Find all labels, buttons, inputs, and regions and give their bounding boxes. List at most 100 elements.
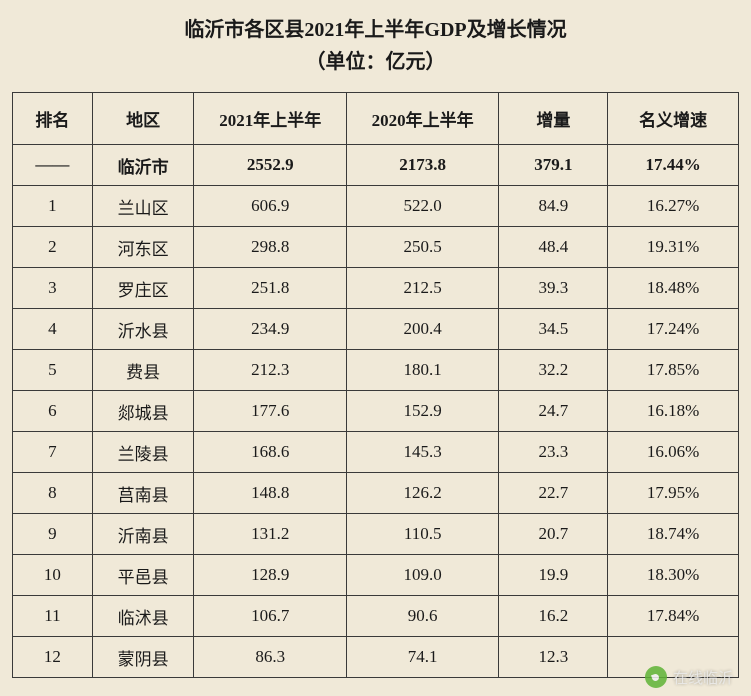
cell-inc: 19.9	[499, 555, 608, 596]
cell-2021: 177.6	[194, 391, 346, 432]
cell-rank: 5	[13, 350, 93, 391]
cell-2021: 2552.9	[194, 145, 346, 186]
cell-rank: 12	[13, 637, 93, 678]
cell-rate: 18.74%	[608, 514, 739, 555]
cell-inc: 39.3	[499, 268, 608, 309]
cell-rate: 16.06%	[608, 432, 739, 473]
table-header-row: 排名 地区 2021年上半年 2020年上半年 增量 名义增速	[13, 93, 739, 145]
cell-rate: 19.31%	[608, 227, 739, 268]
cell-rate: 16.18%	[608, 391, 739, 432]
table-row: 9沂南县131.2110.520.718.74%	[13, 514, 739, 555]
table-row: 11临沭县106.790.616.217.84%	[13, 596, 739, 637]
cell-rank: 3	[13, 268, 93, 309]
cell-inc: 20.7	[499, 514, 608, 555]
cell-rank: 4	[13, 309, 93, 350]
cell-region: 费县	[92, 350, 194, 391]
cell-region: 蒙阴县	[92, 637, 194, 678]
col-header-region: 地区	[92, 93, 194, 145]
cell-region: 沂水县	[92, 309, 194, 350]
cell-region: 罗庄区	[92, 268, 194, 309]
watermark: 在线临沂	[645, 666, 733, 688]
cell-region: 临沭县	[92, 596, 194, 637]
cell-rate: 18.30%	[608, 555, 739, 596]
col-header-rate: 名义增速	[608, 93, 739, 145]
table-body: —— 临沂市 2552.9 2173.8 379.1 17.44% 1兰山区60…	[13, 145, 739, 678]
cell-2021: 606.9	[194, 186, 346, 227]
table-total-row: —— 临沂市 2552.9 2173.8 379.1 17.44%	[13, 145, 739, 186]
title-block: 临沂市各区县2021年上半年GDP及增长情况 （单位：亿元）	[12, 14, 739, 78]
cell-rank: 8	[13, 473, 93, 514]
cell-region: 郯城县	[92, 391, 194, 432]
cell-2020: 110.5	[346, 514, 498, 555]
cell-rank: 2	[13, 227, 93, 268]
gdp-table: 排名 地区 2021年上半年 2020年上半年 增量 名义增速 —— 临沂市 2…	[12, 92, 739, 678]
cell-2021: 251.8	[194, 268, 346, 309]
title-line-2: （单位：亿元）	[12, 46, 739, 78]
cell-rank: ——	[13, 145, 93, 186]
cell-region: 平邑县	[92, 555, 194, 596]
cell-2021: 212.3	[194, 350, 346, 391]
cell-inc: 23.3	[499, 432, 608, 473]
table-row: 10平邑县128.9109.019.918.30%	[13, 555, 739, 596]
cell-2020: 200.4	[346, 309, 498, 350]
cell-inc: 12.3	[499, 637, 608, 678]
cell-inc: 32.2	[499, 350, 608, 391]
cell-2021: 128.9	[194, 555, 346, 596]
cell-2020: 126.2	[346, 473, 498, 514]
cell-rank: 9	[13, 514, 93, 555]
table-row: 1兰山区606.9522.084.916.27%	[13, 186, 739, 227]
cell-rate: 16.27%	[608, 186, 739, 227]
cell-2020: 145.3	[346, 432, 498, 473]
cell-inc: 379.1	[499, 145, 608, 186]
cell-rate: 17.84%	[608, 596, 739, 637]
cell-2020: 180.1	[346, 350, 498, 391]
cell-rank: 10	[13, 555, 93, 596]
cell-2020: 109.0	[346, 555, 498, 596]
cell-inc: 24.7	[499, 391, 608, 432]
cell-region: 河东区	[92, 227, 194, 268]
cell-rate: 17.44%	[608, 145, 739, 186]
watermark-text: 在线临沂	[673, 667, 733, 688]
cell-rank: 7	[13, 432, 93, 473]
cell-2020: 2173.8	[346, 145, 498, 186]
title-line-1: 临沂市各区县2021年上半年GDP及增长情况	[12, 14, 739, 46]
cell-2020: 152.9	[346, 391, 498, 432]
cell-inc: 22.7	[499, 473, 608, 514]
cell-inc: 34.5	[499, 309, 608, 350]
col-header-inc: 增量	[499, 93, 608, 145]
table-row: 12蒙阴县86.374.112.3	[13, 637, 739, 678]
table-row: 4沂水县234.9200.434.517.24%	[13, 309, 739, 350]
cell-2021: 86.3	[194, 637, 346, 678]
table-row: 6郯城县177.6152.924.716.18%	[13, 391, 739, 432]
cell-2020: 74.1	[346, 637, 498, 678]
wechat-icon	[645, 666, 667, 688]
cell-rate: 17.24%	[608, 309, 739, 350]
cell-2021: 106.7	[194, 596, 346, 637]
cell-2021: 148.8	[194, 473, 346, 514]
col-header-2020: 2020年上半年	[346, 93, 498, 145]
cell-2020: 250.5	[346, 227, 498, 268]
cell-inc: 16.2	[499, 596, 608, 637]
cell-rank: 1	[13, 186, 93, 227]
cell-region: 莒南县	[92, 473, 194, 514]
table-row: 7兰陵县168.6145.323.316.06%	[13, 432, 739, 473]
table-row: 2河东区298.8250.548.419.31%	[13, 227, 739, 268]
cell-rank: 6	[13, 391, 93, 432]
col-header-2021: 2021年上半年	[194, 93, 346, 145]
cell-rate: 17.95%	[608, 473, 739, 514]
cell-region: 兰山区	[92, 186, 194, 227]
page-container: 临沂市各区县2021年上半年GDP及增长情况 （单位：亿元） 排名 地区 202…	[0, 0, 751, 688]
cell-rank: 11	[13, 596, 93, 637]
cell-2021: 234.9	[194, 309, 346, 350]
cell-2021: 168.6	[194, 432, 346, 473]
table-row: 5费县212.3180.132.217.85%	[13, 350, 739, 391]
cell-region: 兰陵县	[92, 432, 194, 473]
cell-rate: 17.85%	[608, 350, 739, 391]
cell-inc: 84.9	[499, 186, 608, 227]
cell-inc: 48.4	[499, 227, 608, 268]
cell-rate: 18.48%	[608, 268, 739, 309]
cell-2020: 90.6	[346, 596, 498, 637]
cell-2020: 522.0	[346, 186, 498, 227]
cell-2021: 298.8	[194, 227, 346, 268]
cell-region: 沂南县	[92, 514, 194, 555]
